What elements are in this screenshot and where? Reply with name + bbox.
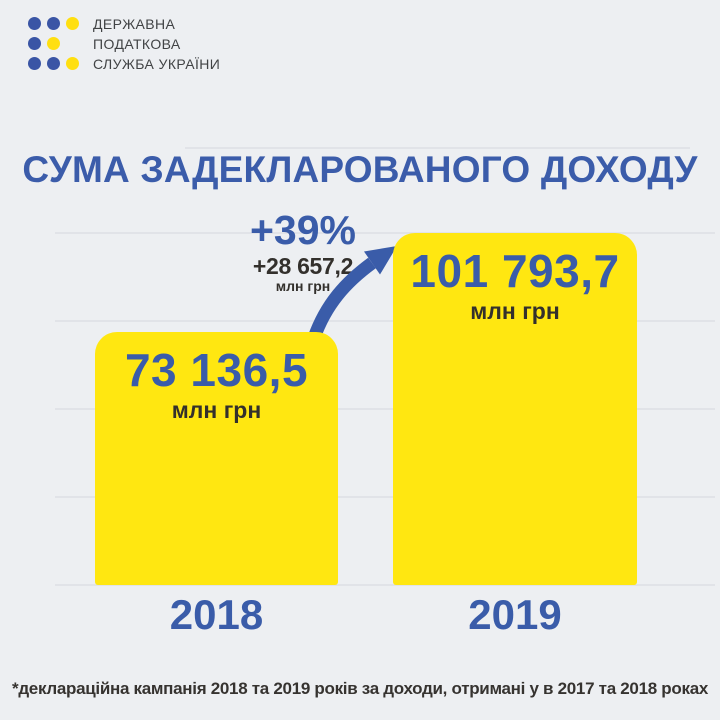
- gridline: [185, 147, 690, 149]
- yellow-dot-icon: [66, 17, 79, 30]
- gridline: [55, 496, 715, 498]
- logo-org-line: ДЕРЖАВНА: [93, 16, 176, 32]
- logo-org-line: СЛУЖБА УКРАЇНИ: [93, 56, 221, 72]
- axis-label-2019: 2019: [468, 591, 562, 638]
- bar-2019-unit: млн грн: [470, 298, 560, 325]
- bar-2018: 73 136,5 млн грн: [95, 332, 338, 585]
- yellow-dot-icon: [47, 37, 60, 50]
- footnote: *деклараційна кампанія 2018 та 2019 рокі…: [12, 679, 708, 698]
- gridline: [55, 232, 715, 234]
- axis-label-2018: 2018: [169, 591, 264, 638]
- blue-dot-icon: [28, 57, 41, 70]
- tax-service-logo: ДЕРЖАВНА ПОДАТКОВА СЛУЖБА УКРАЇНИ: [28, 14, 220, 74]
- gridline: [55, 320, 715, 322]
- bar-2019: 101 793,7 млн грн: [393, 233, 637, 585]
- blue-dot-icon: [47, 17, 60, 30]
- page-title: СУМА ЗАДЕКЛАРОВАНОГО ДОХОДУ: [22, 149, 698, 190]
- blue-dot-icon: [28, 17, 41, 30]
- growth-annotation: +39% +28 657,2 млн грн: [238, 210, 368, 295]
- logo-dots-icon: [28, 17, 79, 70]
- logo-org-name: ДЕРЖАВНА ПОДАТКОВА СЛУЖБА УКРАЇНИ: [93, 14, 220, 74]
- gridline: [55, 584, 715, 586]
- bar-2018-value: 73 136,5: [124, 344, 309, 396]
- growth-delta-unit: млн грн: [275, 278, 331, 295]
- yellow-dot-icon: [66, 57, 79, 70]
- logo-org-line: ПОДАТКОВА: [93, 36, 181, 52]
- bar-2019-value: 101 793,7: [410, 245, 620, 297]
- empty-dot: [66, 37, 79, 50]
- growth-delta: +28 657,2: [252, 253, 354, 279]
- growth-arrow-icon: [307, 246, 397, 340]
- blue-dot-icon: [47, 57, 60, 70]
- blue-dot-icon: [28, 37, 41, 50]
- bar-2018-unit: млн грн: [171, 397, 262, 424]
- gridline: [55, 408, 715, 410]
- growth-percent: +39%: [249, 207, 356, 253]
